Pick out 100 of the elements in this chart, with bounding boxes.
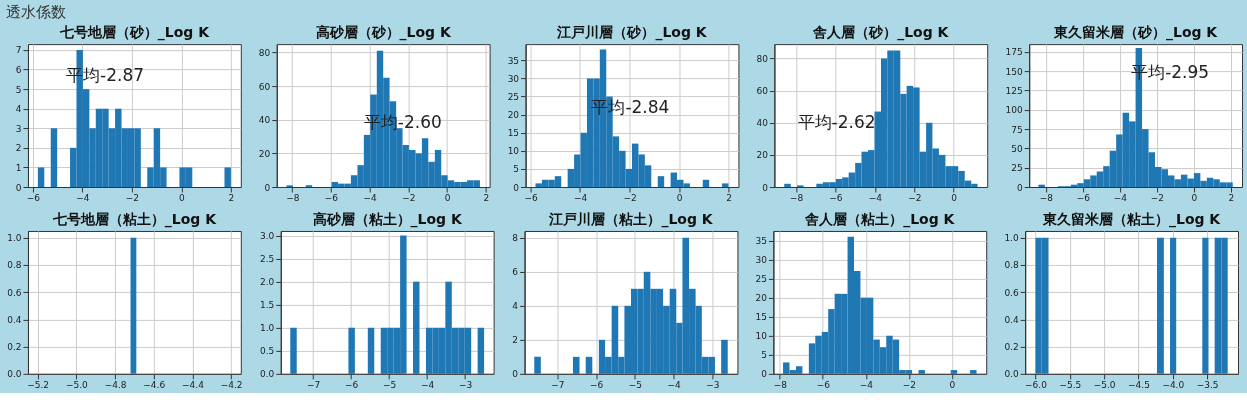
- y-tick-label: 0: [264, 182, 271, 193]
- x-tick-label: −6: [26, 193, 41, 204]
- x-tick-label: 0: [444, 193, 451, 204]
- x-tick-label: −6: [524, 193, 538, 204]
- y-tick-label: 0.2: [7, 342, 22, 353]
- y-tick-label: 1.0: [7, 233, 22, 244]
- chart-title: 舎人層（砂）_Log K: [812, 24, 950, 42]
- y-tick-label: 6: [15, 65, 22, 76]
- chart-title: 東久留米層（粘土）_Log K: [1042, 210, 1222, 228]
- x-tick-label: −6: [590, 380, 604, 391]
- y-tick-label: 0: [761, 369, 768, 380]
- x-tick-label: −6.0: [1025, 380, 1048, 391]
- x-tick-label: 0: [951, 193, 958, 204]
- y-tick-label: 1.0: [1004, 233, 1019, 244]
- y-tick-label: 60: [258, 81, 271, 92]
- x-tick-label: −6: [1076, 193, 1091, 204]
- y-tick-label: 35: [507, 55, 520, 66]
- x-tick-label: −5.0: [65, 380, 89, 391]
- x-tick-label: −4.6: [143, 380, 166, 391]
- y-tick-label: 40: [756, 118, 769, 129]
- y-tick-label: 0.8: [1004, 260, 1019, 271]
- y-tick-label: 125: [1005, 85, 1023, 96]
- x-tick-label: −4.0: [1162, 380, 1185, 391]
- x-tick-label: −6: [344, 380, 359, 391]
- chart-title: 七号地層（粘土）_Log K: [51, 210, 218, 228]
- y-tick-label: 0: [15, 182, 22, 193]
- y-tick-label: 2.5: [259, 254, 275, 265]
- y-tick-label: 5: [15, 84, 22, 95]
- y-tick-label: 15: [507, 128, 520, 139]
- y-tick-label: 0.5: [259, 346, 275, 357]
- x-tick-label: −4: [363, 193, 378, 204]
- y-tick-label: 40: [258, 115, 271, 126]
- y-tick-label: 3.0: [259, 231, 275, 242]
- x-tick-label: −6: [324, 193, 339, 204]
- y-tick-label: 4: [15, 104, 22, 115]
- x-tick-label: −4: [667, 380, 681, 391]
- y-tick-label: 80: [258, 48, 271, 59]
- chart-title: 高砂層（砂）_Log K: [315, 24, 452, 42]
- x-tick-label: −4: [573, 193, 588, 204]
- y-tick-label: 5: [761, 350, 767, 361]
- x-tick-label: −5.2: [27, 380, 50, 391]
- y-tick-label: 0.4: [1004, 314, 1019, 325]
- y-tick-label: 60: [756, 86, 769, 97]
- y-tick-label: 3: [15, 123, 22, 134]
- chart-title: 七号地層（砂）_Log K: [58, 24, 211, 42]
- y-tick-label: 0.6: [7, 287, 22, 298]
- chart-title: 江戸川層（砂）_Log K: [556, 24, 708, 42]
- y-tick-label: 0.8: [7, 260, 22, 271]
- annotation: 平均-2.62: [797, 111, 876, 132]
- x-tick-label: −4.4: [182, 380, 205, 391]
- y-tick-label: 1: [15, 162, 22, 173]
- x-tick-label: −3: [706, 380, 720, 391]
- x-tick-label: −3.5: [1196, 380, 1219, 391]
- x-tick-label: 0: [676, 193, 683, 204]
- y-tick-label: 10: [507, 146, 520, 157]
- x-tick-label: 2: [483, 193, 490, 204]
- x-tick-label: 0: [179, 193, 186, 204]
- x-tick-label: 2: [726, 193, 732, 204]
- x-tick-label: 2: [1228, 193, 1235, 204]
- y-tick-label: 0: [512, 369, 519, 380]
- y-tick-label: 15: [755, 312, 767, 323]
- y-tick-label: 80: [756, 54, 769, 65]
- y-tick-label: 0: [1016, 182, 1023, 193]
- y-tick-label: 30: [755, 255, 768, 266]
- x-tick-label: 0: [1191, 193, 1198, 204]
- y-tick-label: 75: [1011, 124, 1023, 135]
- y-tick-label: 0.0: [7, 369, 22, 380]
- x-tick-label: −7: [306, 380, 321, 391]
- y-tick-label: 0: [513, 182, 520, 193]
- y-tick-label: 35: [755, 236, 767, 246]
- y-tick-label: 4: [512, 301, 519, 312]
- y-tick-label: 50: [1011, 143, 1023, 154]
- x-tick-label: −8: [286, 193, 300, 204]
- y-tick-label: 20: [258, 148, 271, 159]
- x-tick-label: −8: [789, 193, 804, 204]
- x-tick-label: −6: [829, 193, 843, 204]
- y-tick-label: 7: [15, 45, 22, 56]
- x-tick-label: −4.5: [1128, 380, 1150, 391]
- y-tick-label: 100: [1005, 105, 1023, 116]
- y-tick-label: 1.5: [259, 300, 275, 311]
- y-tick-label: 1.0: [259, 323, 275, 334]
- y-tick-label: 6: [512, 267, 519, 278]
- y-tick-label: 5: [513, 164, 520, 175]
- y-tick-label: 2: [15, 143, 22, 154]
- x-tick-label: −5.0: [1093, 380, 1116, 391]
- y-tick-label: 2: [512, 335, 519, 346]
- x-tick-label: 2: [228, 193, 235, 204]
- y-tick-label: 25: [755, 274, 767, 285]
- text: 透水係数: [6, 2, 67, 21]
- x-tick-label: −2: [902, 380, 916, 391]
- x-tick-label: −4: [1113, 193, 1128, 204]
- y-tick-label: 25: [507, 92, 520, 103]
- x-tick-label: −4: [868, 193, 883, 204]
- y-tick-label: 8: [512, 233, 519, 244]
- y-tick-label: 0.0: [1004, 369, 1019, 380]
- chart-title: 江戸川層（粘土）_Log K: [548, 210, 714, 228]
- y-tick-label: 0.4: [7, 314, 22, 325]
- y-tick-label: 10: [755, 331, 768, 342]
- x-tick-label: −4: [76, 193, 90, 204]
- x-tick-label: −2: [908, 193, 922, 204]
